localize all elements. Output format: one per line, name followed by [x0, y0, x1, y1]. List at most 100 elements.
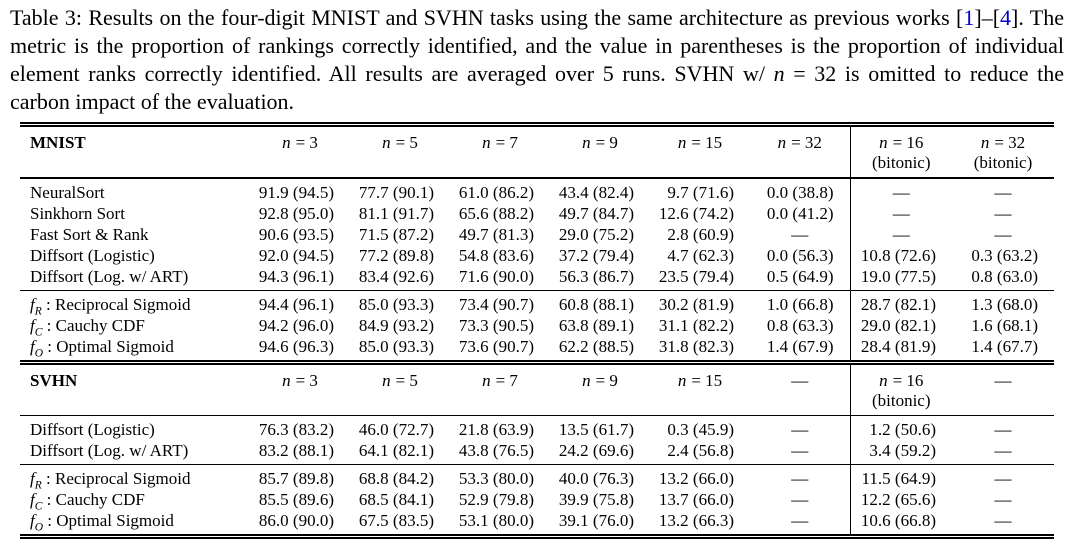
result-cell: 94.6 (96.3): [258, 337, 334, 356]
result-cell: 76.3 (83.2): [258, 420, 334, 439]
column-header-n32: n = 32: [777, 133, 822, 152]
result-cell: 31.1 (82.2): [658, 316, 734, 335]
column-header-n7: n = 7: [482, 133, 518, 152]
result-cell: 60.8 (88.1): [558, 295, 634, 314]
row-label: Diffsort (Log. w/ ART): [30, 267, 189, 286]
result-cell: 56.3 (86.7): [558, 267, 634, 286]
result-cell: 94.4 (96.1): [258, 295, 334, 314]
table-row: Diffsort (Log. w/ ART) 94.3 (96.1) 83.4 (9…: [20, 266, 1054, 291]
result-cell: 64.1 (82.1): [358, 441, 434, 460]
row-label: NeuralSort: [30, 183, 105, 202]
result-cell: 71.6 (90.0): [458, 267, 534, 286]
omitted-result-cell: —: [994, 204, 1012, 223]
omitted-result-cell: —: [791, 441, 809, 460]
svhn-proposed-group: fR : Reciprocal Sigmoid 85.7 (89.8) 68.8 (…: [20, 464, 1054, 537]
result-cell: 83.2 (88.1): [258, 441, 334, 460]
result-cell: 1.3 (68.0): [971, 295, 1038, 314]
omitted-result-cell: —: [849, 203, 952, 224]
math-variable: n: [773, 61, 785, 86]
mnist-proposed-group: fR : Reciprocal Sigmoid 94.4 (96.1) 85.0 (…: [20, 290, 1054, 363]
column-header-omitted: —: [791, 371, 809, 390]
table-row: fO : Optimal Sigmoid 86.0 (90.0) 67.5 (83.…: [20, 510, 1054, 537]
result-cell: 63.8 (89.1): [558, 316, 634, 335]
result-cell: 24.2 (69.6): [558, 441, 634, 460]
column-header-n9: n = 9: [582, 133, 618, 152]
caption-text: = 32 is omitted to reduce the carbon imp…: [10, 61, 1065, 114]
result-cell: 13.7 (66.0): [658, 490, 734, 509]
result-cell: 23.5 (79.4): [658, 267, 734, 286]
table-row: fR : Reciprocal Sigmoid 94.4 (96.1) 85.0 (…: [20, 290, 1054, 317]
mnist-header-row: MNIST n = 3 n = 5 n = 7 n = 9 n = 15 n = 32 n =…: [20, 124, 1054, 178]
omitted-result-cell: —: [791, 511, 809, 530]
omitted-result-cell: —: [994, 441, 1012, 460]
row-label: Diffsort (Logistic): [30, 246, 155, 265]
table-row: Diffsort (Log. w/ ART) 83.2 (88.1) 64.1 (8…: [20, 440, 1054, 465]
result-cell: 94.2 (96.0): [258, 316, 334, 335]
omitted-result-cell: —: [994, 511, 1012, 530]
caption-text: ]. The metric is the proportion of ranki…: [10, 5, 1064, 86]
omitted-result-cell: —: [994, 183, 1012, 202]
result-cell: 91.9 (94.5): [258, 183, 334, 202]
table-caption: Table 3: Results on the four-digit MNIST…: [10, 4, 1064, 116]
table-row: Fast Sort & Rank 90.6 (93.5) 71.5 (87.2) 49…: [20, 224, 1054, 245]
row-label: Diffsort (Logistic): [30, 420, 155, 439]
result-cell: 85.0 (93.3): [358, 337, 434, 356]
omitted-result-cell: —: [791, 420, 809, 439]
result-cell: 0.3 (45.9): [667, 420, 734, 439]
result-cell: 73.4 (90.7): [458, 295, 534, 314]
table-row: fC : Cauchy CDF 85.5 (89.6) 68.5 (84.1) 52.…: [20, 489, 1054, 513]
result-cell: 4.7 (62.3): [667, 246, 734, 265]
caption-text: Table 3: Results on the four-digit MNIST…: [10, 5, 964, 30]
result-cell: 52.9 (79.8): [458, 490, 534, 509]
table-row: fR : Reciprocal Sigmoid 85.7 (89.8) 68.8 (…: [20, 464, 1054, 491]
row-label: fC : Cauchy CDF: [30, 490, 145, 513]
result-cell: 31.8 (82.3): [658, 337, 734, 356]
result-cell: 9.7 (71.6): [667, 183, 734, 202]
result-cell: 39.1 (76.0): [558, 511, 634, 530]
result-cell: 86.0 (90.0): [258, 511, 334, 530]
table-row: NeuralSort 91.9 (94.5) 77.7 (90.1) 61.0 (86…: [20, 178, 1054, 203]
result-cell: 12.2 (65.6): [849, 489, 952, 510]
result-cell: 53.3 (80.0): [458, 469, 534, 488]
result-cell: 0.0 (56.3): [766, 246, 834, 265]
result-cell: 29.0 (75.2): [558, 225, 634, 244]
section-title-mnist: MNIST: [30, 133, 86, 152]
result-cell: 0.5 (64.9): [766, 267, 834, 286]
column-header-n3: n = 3: [282, 133, 318, 152]
omitted-result-cell: —: [791, 225, 809, 244]
mnist-baselines-group: NeuralSort 91.9 (94.5) 77.7 (90.1) 61.0 (86…: [20, 178, 1054, 291]
result-cell: 77.2 (89.8): [358, 246, 434, 265]
result-cell: 43.4 (82.4): [558, 183, 634, 202]
omitted-result-cell: —: [994, 420, 1012, 439]
row-label: Diffsort (Log. w/ ART): [30, 441, 189, 460]
result-cell: 92.8 (95.0): [258, 204, 334, 223]
result-cell: 85.5 (89.6): [258, 490, 334, 509]
row-label: Sinkhorn Sort: [30, 204, 125, 223]
result-cell: 67.5 (83.5): [358, 511, 434, 530]
result-cell: 21.8 (63.9): [458, 420, 534, 439]
result-cell: 10.6 (66.8): [849, 510, 952, 537]
result-cell: 40.0 (76.3): [558, 469, 634, 488]
svhn-header-row: SVHN n = 3 n = 5 n = 7 n = 9 n = 15 — n = 16 (b…: [20, 362, 1054, 416]
result-cell: 2.8 (60.9): [667, 225, 734, 244]
column-header-n15: n = 15: [677, 371, 723, 390]
result-cell: 13.5 (61.7): [558, 420, 634, 439]
result-cell: 46.0 (72.7): [358, 420, 434, 439]
result-cell: 19.0 (77.5): [849, 266, 952, 291]
result-cell: 85.7 (89.8): [258, 469, 334, 488]
result-cell: 43.8 (76.5): [458, 441, 534, 460]
result-cell: 92.0 (94.5): [258, 246, 334, 265]
omitted-result-cell: —: [849, 178, 952, 203]
result-cell: 0.8 (63.0): [971, 267, 1038, 286]
column-header-n9: n = 9: [582, 371, 618, 390]
table-row: Diffsort (Logistic) 92.0 (94.5) 77.2 (89.8…: [20, 245, 1054, 266]
result-cell: 73.3 (90.5): [458, 316, 534, 335]
column-header-n3: n = 3: [282, 371, 318, 390]
citation-ref-link[interactable]: 4: [1000, 5, 1012, 30]
result-cell: 65.6 (88.2): [458, 204, 534, 223]
citation-ref-link[interactable]: 1: [963, 5, 975, 30]
result-cell: 0.0 (38.8): [766, 183, 834, 202]
table-row: Diffsort (Logistic) 76.3 (83.2) 46.0 (72.7…: [20, 415, 1054, 440]
result-cell: 28.7 (82.1): [849, 290, 952, 315]
result-cell: 1.0 (66.8): [766, 295, 834, 314]
